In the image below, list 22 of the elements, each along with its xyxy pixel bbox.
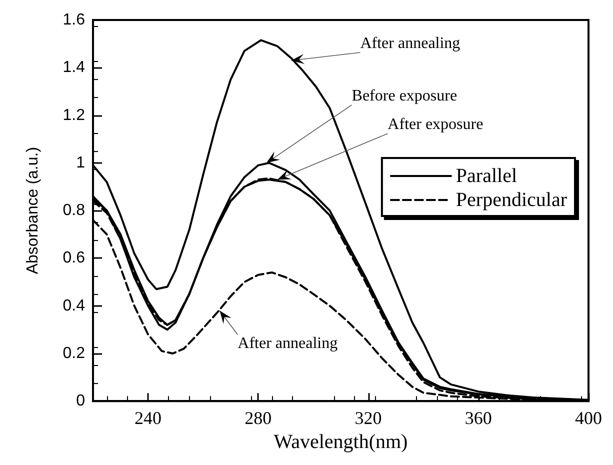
x-tick-label: 360 [464, 408, 492, 428]
x-tick-label: 400 [575, 408, 602, 428]
x-tick-label: 280 [244, 408, 272, 428]
x-tick-label: 240 [134, 408, 162, 428]
y-tick-label: 0.4 [62, 297, 86, 314]
legend-label: Perpendicular [456, 189, 568, 211]
y-tick-label: 0.2 [62, 344, 86, 362]
x-tick-label: 320 [354, 408, 382, 428]
y-tick-label: 0 [76, 392, 86, 410]
annotation: After annealing [360, 34, 460, 52]
annotation: Before exposure [352, 87, 458, 104]
x-axis-title: Wavelength(nm) [274, 431, 408, 453]
annotation: After exposure [388, 116, 484, 134]
y-tick-label: 0.8 [62, 202, 86, 220]
y-tick-label: 1.2 [62, 106, 86, 124]
y-tick-label: 1.4 [62, 59, 86, 76]
annotation: After annealing [238, 335, 338, 352]
y-axis-title: Absorbance (a.u.) [24, 146, 42, 274]
legend-label: Parallel [456, 165, 518, 187]
y-tick-label: 1 [76, 154, 86, 172]
y-tick-label: 0.6 [62, 250, 86, 267]
y-tick-label: 1.6 [62, 12, 86, 28]
